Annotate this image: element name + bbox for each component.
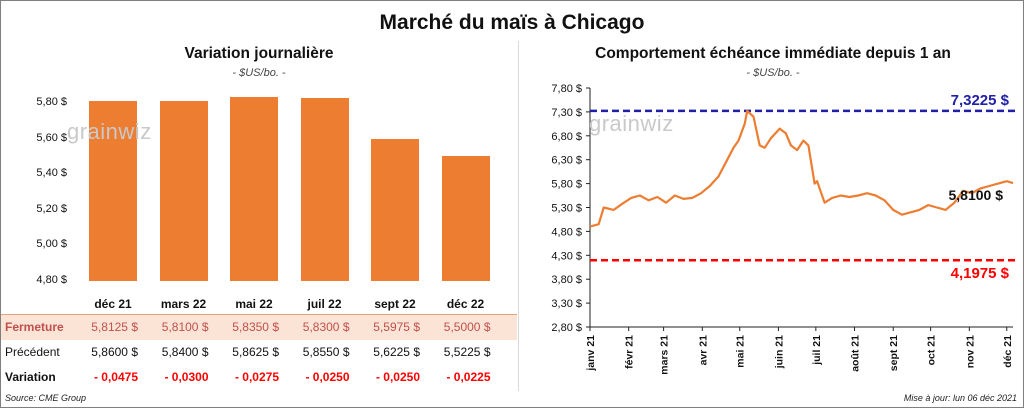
- x-tick-label: déc 21: [1002, 335, 1014, 368]
- table-row-précédent: Précédent 5,8600 $ 5,8400 $ 5,8625 $ 5,8550 …: [1, 340, 517, 366]
- table-row-variation: Variation - 0,0475 - 0,0300 - 0,0275 - 0,025…: [1, 365, 517, 390]
- table-cell: 5,8400 $: [161, 345, 209, 359]
- table-cell: 5,5975 $: [373, 320, 420, 334]
- bar-sept-22: [371, 139, 419, 281]
- x-tick-label: août 21: [850, 335, 862, 372]
- y-tick-label: 6,80 $: [551, 131, 582, 143]
- x-tick-label: oct 21: [926, 335, 938, 366]
- bar-y-tick: 5,40 $: [36, 167, 67, 180]
- y-tick-label: 5,30 $: [551, 203, 582, 215]
- table-cell: 5,8300 $: [302, 320, 350, 334]
- table-cell: 5,8125 $: [91, 320, 138, 334]
- table-cell: 5,8550 $: [302, 345, 350, 359]
- y-tick-label: 7,80 $: [551, 83, 582, 95]
- line-chart-unit: - $US/bo. -: [746, 67, 800, 79]
- row-label: Variation: [5, 370, 56, 384]
- table-cell: 5,6225 $: [373, 345, 420, 359]
- page-title: Marché du maïs à Chicago: [379, 11, 645, 34]
- update-note: Mise à jour: lun 06 déc 2021: [903, 393, 1017, 403]
- table-cell: - 0,0475: [93, 370, 138, 384]
- table-cell: - 0,0225: [446, 370, 491, 384]
- price-line: [589, 109, 1014, 228]
- bar-chart-unit: - $US/bo. -: [232, 67, 286, 79]
- bar-mars-22: [159, 101, 208, 281]
- bar-y-tick: 4,80 $: [36, 274, 67, 286]
- bar-y-tick: 5,60 $: [36, 131, 67, 144]
- bar-chart: 4,80 $ 5,00 $ 5,20 $ 5,40 $ 5,60 $ 5,80 $: [1, 1, 517, 301]
- high-value-label: 7,3225 $: [951, 92, 1010, 109]
- bar-juil-22: [300, 97, 349, 281]
- table-cell: 5,8100 $: [161, 320, 209, 334]
- bar-déc-22: [441, 156, 490, 281]
- line-chart-title: Comportement échéance immédiate depuis 1…: [595, 45, 951, 62]
- y-tick-label: 4,80 $: [551, 226, 582, 238]
- x-tick-label: janv 21: [585, 335, 597, 372]
- y-tick-label: 3,30 $: [551, 298, 582, 310]
- y-tick-label: 7,30 $: [551, 107, 582, 119]
- table-cell: - 0,0275: [234, 370, 279, 384]
- section-divider: [518, 41, 519, 391]
- x-tick-label: févr 21: [624, 335, 636, 369]
- contract-label: déc 21: [94, 297, 132, 311]
- x-tick-label: sept 21: [888, 335, 900, 371]
- grainwiz-watermark: grainwiz: [67, 119, 152, 144]
- row-label: Précédent: [5, 345, 60, 359]
- table-cell: 5,8625 $: [232, 345, 279, 359]
- y-tick-label: 6,30 $: [551, 155, 582, 167]
- table-cell: - 0,0300: [164, 370, 209, 384]
- table-cell: 5,8350 $: [232, 320, 279, 334]
- y-tick-label: 2,80 $: [551, 322, 582, 334]
- contract-label: sept 22: [374, 297, 416, 311]
- table-cell: 5,8600 $: [91, 345, 138, 359]
- low-value-label: 4,1975 $: [951, 265, 1010, 282]
- contract-label: mars 22: [160, 297, 207, 311]
- grainwiz-watermark-right: grainwiz: [589, 111, 674, 136]
- bar-chart-title: Variation journalière: [184, 45, 334, 62]
- contract-label: mai 22: [235, 297, 273, 311]
- source-note: Source: CME Group: [5, 393, 87, 403]
- x-tick-label: mars 21: [659, 335, 671, 375]
- x-tick-label: mai 21: [735, 335, 747, 368]
- bar-y-tick: 5,80 $: [36, 96, 67, 108]
- table-cell: 5,5000 $: [443, 320, 491, 334]
- contract-label: déc 22: [446, 297, 485, 311]
- x-tick-label: juin 21: [773, 335, 785, 369]
- table-cell: - 0,0250: [305, 370, 350, 384]
- x-tick-label: avr 21: [697, 335, 709, 366]
- y-tick-label: 4,30 $: [551, 250, 582, 262]
- bar-y-tick: 5,00 $: [36, 238, 67, 251]
- contract-label: juil 22: [307, 297, 342, 311]
- x-tick-label: nov 21: [964, 335, 976, 368]
- bar-mai-22: [230, 96, 278, 281]
- bar-déc-21: [89, 100, 137, 281]
- x-tick-label: juil 21: [811, 335, 823, 366]
- y-tick-label: 3,80 $: [551, 274, 582, 286]
- row-label: Fermeture: [5, 320, 64, 334]
- bar-y-tick: 5,20 $: [36, 202, 67, 215]
- y-tick-label: 5,80 $: [551, 179, 582, 191]
- table-cell: 5,5225 $: [443, 345, 491, 359]
- last-value-label: 5,8100 $: [949, 187, 1004, 203]
- table-cell: - 0,0250: [375, 370, 420, 384]
